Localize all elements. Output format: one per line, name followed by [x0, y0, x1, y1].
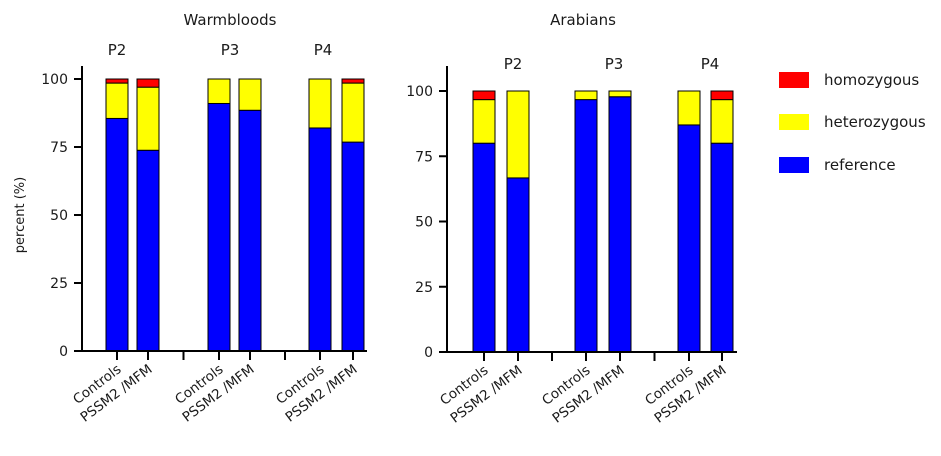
panel-2-bar-p3-controls-reference	[574, 99, 598, 353]
panel-2-y-tick-label: 50	[415, 215, 433, 231]
legend-swatch-reference	[779, 157, 809, 173]
panel-2-bar-p2-controls-reference	[472, 142, 496, 353]
panel-2-bar-p2-controls-homozygous	[472, 90, 496, 101]
panel-1-y-tick-label: 0	[59, 344, 68, 360]
panel-2-bar-p3-pssm2-reference	[608, 96, 632, 353]
panel-1-y-tick-label: 75	[50, 140, 68, 156]
panel-1-bar-p4-pssm2-heterozygous	[341, 82, 365, 143]
panel-1-group-label-p3: P3	[221, 41, 240, 59]
panel-1-bar-p2-controls-homozygous	[105, 78, 129, 84]
panel-2-bar-p3-controls-heterozygous	[574, 90, 598, 101]
legend-label-homozygous: homozygous	[824, 71, 919, 89]
panel-2-group-label-p4: P4	[701, 55, 720, 73]
panel-2-bar-p2-pssm2-heterozygous	[506, 90, 530, 179]
panel-1-bar-p4-controls-heterozygous	[308, 78, 332, 129]
panel-1-bar-p4-pssm2-reference	[341, 141, 365, 352]
legend-swatch-heterozygous	[779, 114, 809, 130]
panel-2-group-label-p3: P3	[605, 55, 624, 73]
panel-2-bar-p2-controls-heterozygous	[472, 99, 496, 144]
panel-2-bar-p3-pssm2-heterozygous	[608, 90, 632, 98]
legend-swatch-homozygous	[779, 72, 809, 88]
panel-2-y-tick-label: 25	[415, 280, 433, 296]
panel-1-bar-p3-controls-heterozygous	[207, 78, 231, 104]
panel-1-group-label-p2: P2	[108, 41, 127, 59]
panel-1-title: Warmbloods	[184, 11, 277, 29]
panel-2-bar-p4-pssm2-reference	[710, 142, 734, 353]
panel-2-bar-p4-pssm2-heterozygous	[710, 99, 734, 144]
panel-2-y-tick-label: 100	[406, 84, 433, 100]
panel-1-bar-p3-pssm2-heterozygous	[238, 78, 262, 111]
panel-2-y-tick-label: 75	[415, 149, 433, 165]
panel-1-bar-p3-pssm2-reference	[238, 109, 262, 352]
panel-2-group-label-p2: P2	[504, 55, 523, 73]
panel-1-y-tick-label: 50	[50, 208, 68, 224]
panel-2-title: Arabians	[550, 11, 616, 29]
panel-1-bar-p4-pssm2-homozygous	[341, 78, 365, 84]
panel-1-y-tick-label: 100	[41, 72, 68, 88]
panel-2-y-tick-label: 0	[424, 345, 433, 361]
panel-1-y-tick-label: 25	[50, 276, 68, 292]
panel-1-bar-p4-controls-reference	[308, 127, 332, 352]
panel-1-bar-p2-controls-heterozygous	[105, 82, 129, 119]
panel-2-bar-p4-controls-reference	[677, 124, 701, 353]
panel-1-y-label: percent (%)	[13, 177, 28, 253]
panel-1-bar-p2-pssm2-homozygous	[136, 78, 160, 88]
panel-2-bar-p4-pssm2-homozygous	[710, 90, 734, 101]
legend-label-heterozygous: heterozygous	[824, 113, 926, 131]
panel-1-bar-p2-controls-reference	[105, 117, 129, 352]
panel-2-bar-p4-controls-heterozygous	[677, 90, 701, 126]
panel-2-bar-p2-pssm2-reference	[506, 177, 530, 353]
legend-label-reference: reference	[824, 156, 896, 174]
panel-1-bar-p2-pssm2-heterozygous	[136, 86, 160, 151]
panel-1-bar-p3-controls-reference	[207, 102, 231, 352]
panel-1-group-label-p4: P4	[314, 41, 333, 59]
panel-1-bar-p2-pssm2-reference	[136, 149, 160, 352]
